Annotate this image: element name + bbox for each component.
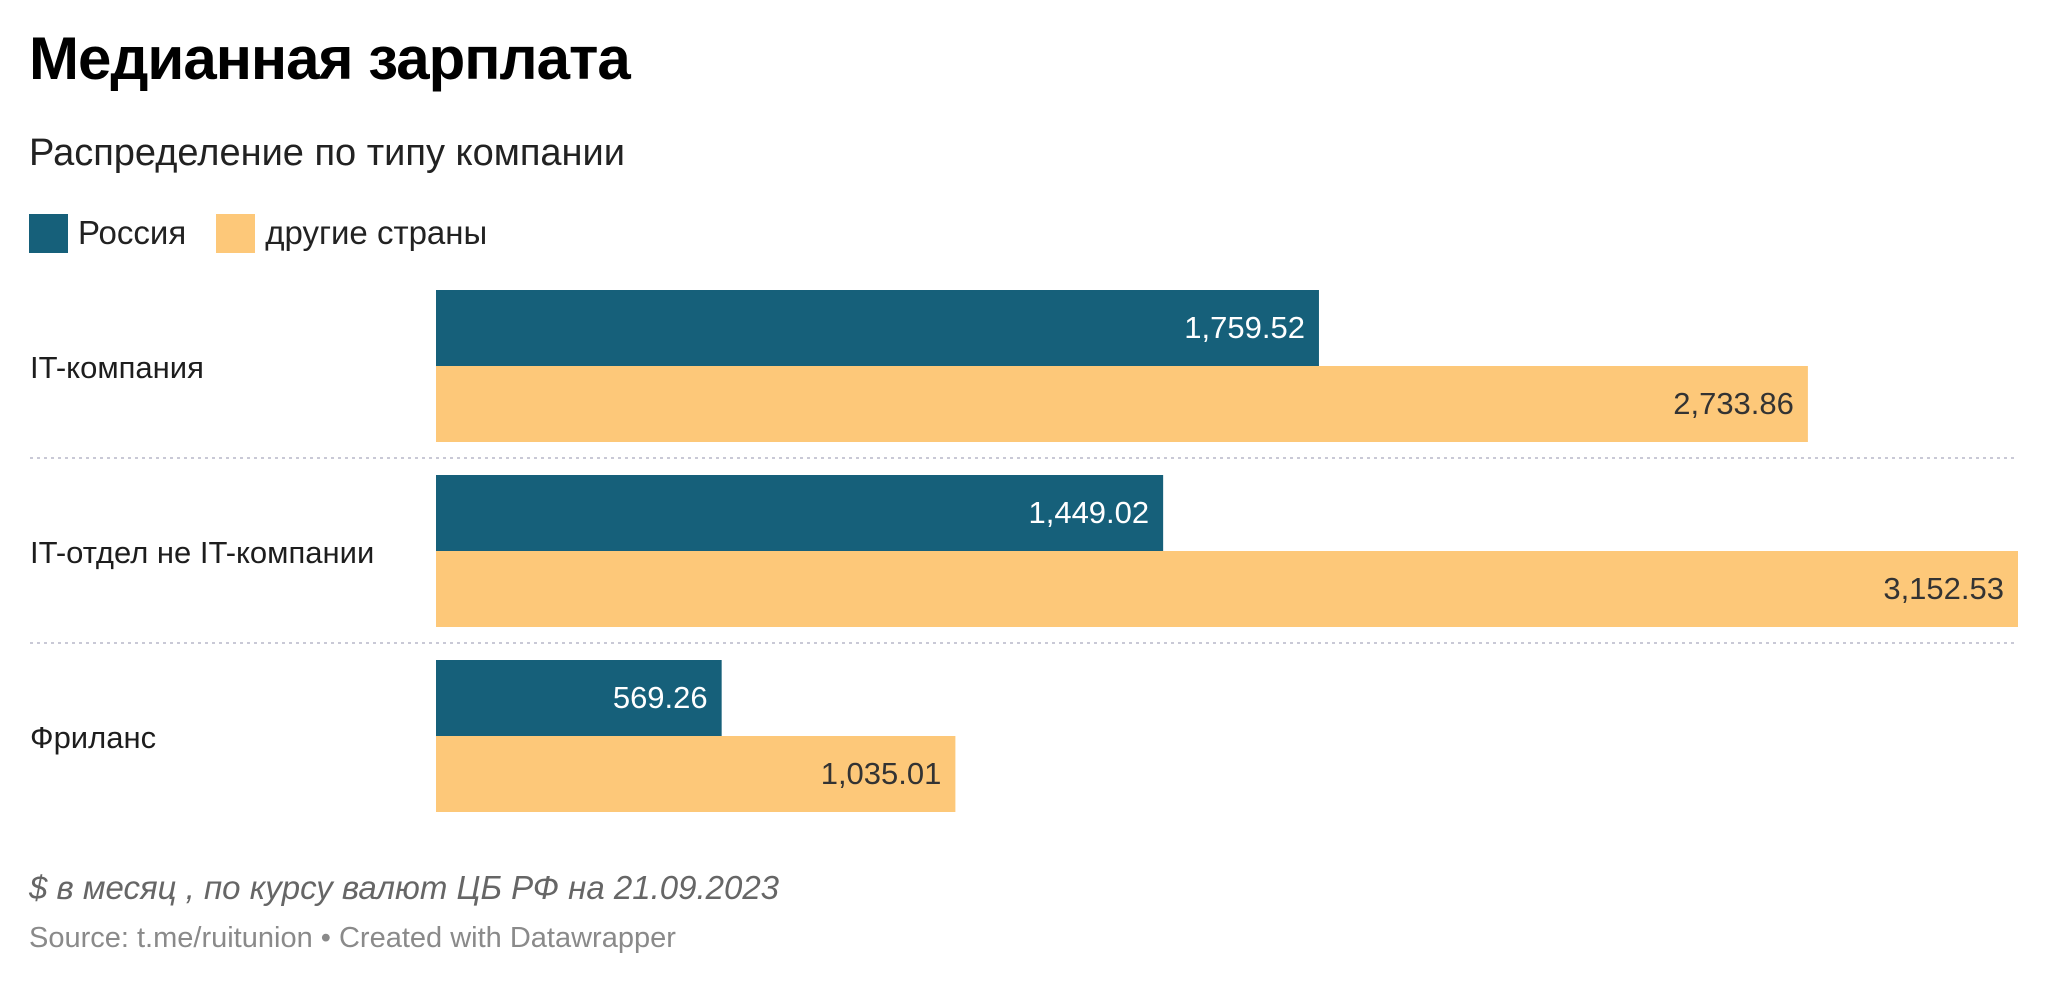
chart-subtitle: Распределение по типу компании	[29, 132, 625, 174]
category-label-2: IT-отдел не IT-компании	[30, 535, 374, 570]
bar-russia-3	[436, 660, 722, 736]
footer-separator: •	[312, 922, 339, 954]
value-label-other-countries-1: 2,733.86	[1673, 386, 1794, 421]
bar-other-countries-1	[436, 366, 1808, 442]
category-label-1: IT-компания	[30, 350, 204, 385]
legend: Россия другие страны	[29, 212, 517, 254]
category-label-3: Фриланс	[30, 720, 156, 755]
legend-item-russia: Россия	[29, 213, 187, 253]
legend-swatch-russia	[29, 213, 68, 253]
bar-russia-2	[436, 475, 1164, 551]
legend-label-russia: Россия	[78, 214, 187, 251]
legend-item-other-countries: другие страны	[216, 213, 488, 253]
value-label-russia-2: 1,449.02	[1028, 495, 1149, 530]
bar-chart: IT-компания 1,759.52 2,733.86 IT-отдел не I…	[30, 290, 2018, 812]
credit-text: Created with Datawrapper	[338, 922, 676, 954]
source-text: Source: t.me/ruitunion	[29, 922, 313, 954]
legend-label-other-countries: другие страны	[265, 214, 488, 251]
chart-notes: $ в месяц , по курсу валют ЦБ РФ на 21.0…	[29, 869, 780, 906]
value-label-russia-1: 1,759.52	[1184, 310, 1305, 345]
bar-other-countries-3	[436, 736, 956, 812]
value-label-other-countries-3: 1,035.01	[821, 756, 942, 791]
chart-footer: Source: t.me/ruitunion • Created with Da…	[29, 922, 676, 955]
legend-swatch-other-countries	[216, 213, 256, 253]
value-label-other-countries-2: 3,152.53	[1883, 571, 2004, 606]
bar-russia-1	[436, 290, 1319, 366]
value-label-russia-3: 569.26	[613, 680, 708, 715]
chart-title: Медианная зарплата	[29, 25, 631, 92]
bar-other-countries-2	[436, 551, 2018, 627]
